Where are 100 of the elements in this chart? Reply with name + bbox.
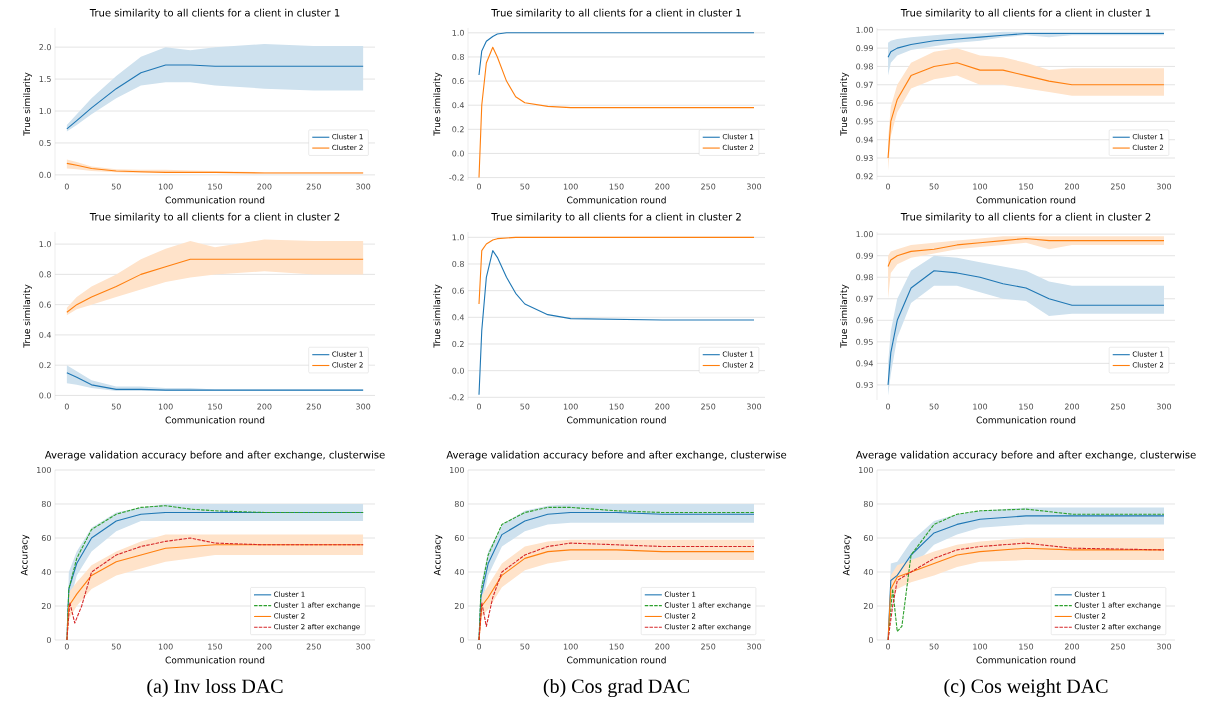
- y-tick-label: 1.0: [39, 241, 51, 248]
- y-axis-title: Accuracy: [842, 534, 852, 576]
- x-tick-label: 250: [1110, 403, 1126, 410]
- x-tick-label: 300: [356, 643, 371, 650]
- x-axis-title: Communication round: [165, 656, 265, 664]
- x-tick-label: 250: [701, 403, 716, 410]
- y-tick-label: 0.2: [39, 362, 51, 369]
- x-tick-label: 0: [64, 183, 69, 190]
- x-tick-label: 250: [701, 183, 716, 190]
- y-axis-title: True similarity: [23, 284, 32, 348]
- y-tick-label: 0.5: [39, 139, 51, 146]
- y-tick-label: -0.2: [449, 394, 464, 401]
- x-tick-label: 300: [1156, 403, 1172, 410]
- y-tick-label: 1.00: [856, 231, 873, 238]
- y-tick-label: 0.93: [856, 381, 873, 388]
- x-tick-label: 50: [111, 643, 121, 650]
- chart-title: Average validation accuracy before and after exchange, clusterwise: [855, 450, 1196, 461]
- x-tick-label: 50: [929, 183, 939, 190]
- x-tick-label: 150: [609, 403, 624, 410]
- x-tick-label: 100: [973, 183, 988, 190]
- x-tick-label: 150: [1019, 643, 1034, 650]
- y-tick-label: 0.95: [856, 118, 873, 125]
- y-tick-label: 0.2: [452, 126, 464, 133]
- y-tick-label: 0.6: [452, 287, 464, 294]
- x-axis-title: Communication round: [976, 196, 1076, 204]
- y-tick-label: 1.0: [39, 107, 51, 115]
- x-tick-label: 250: [1110, 643, 1126, 650]
- x-tick-label: 100: [158, 643, 173, 650]
- x-tick-label: 200: [655, 403, 670, 410]
- y-tick-label: 0.99: [856, 252, 873, 259]
- x-tick-label: 0: [477, 183, 482, 190]
- x-axis-title: Communication round: [976, 656, 1076, 664]
- y-tick-label: 20: [41, 602, 51, 610]
- y-axis-title: True similarity: [840, 284, 849, 348]
- text: (b) Cos grad DAC: [543, 678, 689, 698]
- y-tick-label: 0.8: [39, 271, 51, 278]
- text: (c) Cos weight DAC: [944, 678, 1108, 698]
- x-tick-label: 100: [563, 403, 578, 410]
- y-tick-label: 0.6: [452, 78, 464, 85]
- x-tick-label: 300: [1156, 643, 1172, 650]
- y-axis-title: True similarity: [433, 284, 442, 348]
- y-tick-label: 0.98: [856, 274, 873, 281]
- chart-title: Average validation accuracy before and after exchange, clusterwise: [446, 450, 787, 461]
- y-tick-label: 2.0: [39, 44, 51, 51]
- x-tick-label: 300: [746, 643, 762, 650]
- x-tick-label: 100: [973, 643, 988, 650]
- y-tick-label: 80: [454, 500, 464, 508]
- y-tick-label: 1.0: [452, 29, 464, 36]
- x-tick-label: 200: [655, 183, 670, 190]
- y-tick-label: 0.0: [452, 150, 464, 157]
- x-tick-label: 50: [929, 403, 939, 410]
- x-tick-label: 300: [356, 183, 371, 190]
- y-tick-label: 80: [863, 500, 873, 508]
- x-tick-label: 300: [356, 403, 371, 410]
- y-tick-label: 100: [37, 466, 51, 474]
- y-tick-label: 0.8: [452, 53, 464, 60]
- x-tick-label: 300: [746, 183, 762, 190]
- y-tick-label: 0.8: [452, 260, 464, 268]
- x-tick-label: 100: [158, 183, 173, 190]
- y-tick-label: 0.97: [856, 295, 873, 302]
- y-axis-title: Accuracy: [20, 534, 30, 576]
- x-tick-label: 0: [64, 643, 69, 650]
- x-tick-label: 250: [306, 403, 321, 410]
- y-axis-title: True similarity: [840, 72, 849, 136]
- y-tick-label: 0.2: [452, 340, 464, 348]
- x-tick-label: 200: [257, 403, 272, 410]
- x-axis-title: Communication round: [165, 416, 265, 424]
- x-tick-label: 300: [746, 403, 762, 410]
- x-tick-label: 150: [609, 183, 624, 190]
- x-tick-label: 100: [973, 403, 988, 410]
- y-tick-label: 0.96: [856, 100, 873, 107]
- y-tick-label: 0.98: [856, 63, 873, 70]
- line-series: [478, 250, 755, 396]
- x-tick-label: 250: [306, 643, 321, 650]
- y-tick-label: -0.2: [449, 174, 464, 181]
- x-tick-label: 250: [1110, 183, 1126, 190]
- x-tick-label: 100: [563, 643, 578, 650]
- y-tick-label: 0.94: [856, 360, 874, 367]
- x-tick-label: 0: [477, 643, 482, 650]
- x-axis-title: Communication round: [976, 416, 1076, 424]
- x-tick-label: 0: [886, 643, 891, 650]
- y-tick-label: 80: [41, 500, 51, 508]
- x-axis-title: Communication round: [567, 196, 666, 204]
- x-tick-label: 250: [306, 183, 321, 190]
- y-tick-label: 0: [868, 636, 873, 644]
- x-axis-title: Communication round: [567, 416, 666, 424]
- y-tick-label: 40: [41, 568, 51, 576]
- y-tick-label: 100: [859, 466, 873, 474]
- chart-title: True similarity to all clients for a client in cluster 1: [900, 8, 1151, 19]
- y-tick-label: 0.94: [856, 136, 874, 143]
- y-tick-label: 60: [454, 534, 464, 542]
- y-tick-label: 1.00: [856, 26, 873, 33]
- y-tick-label: 1.0: [452, 234, 464, 241]
- y-tick-label: 40: [863, 568, 873, 576]
- x-tick-label: 0: [64, 403, 69, 410]
- x-tick-label: 50: [929, 643, 939, 650]
- x-tick-label: 50: [111, 183, 121, 190]
- x-tick-label: 200: [655, 643, 670, 650]
- x-tick-label: 300: [1156, 183, 1172, 190]
- x-tick-label: 150: [208, 403, 223, 410]
